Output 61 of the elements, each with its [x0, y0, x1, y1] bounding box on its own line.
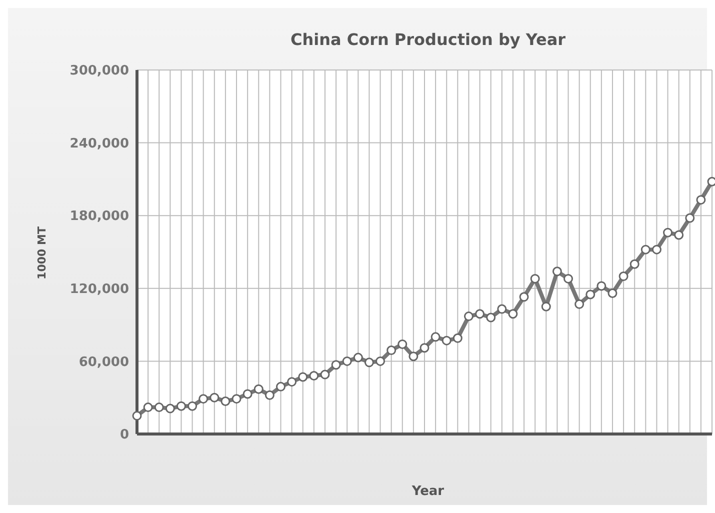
point — [132, 411, 142, 421]
point — [452, 333, 462, 343]
point — [430, 332, 440, 342]
point — [154, 402, 164, 412]
point — [220, 396, 230, 406]
point — [376, 356, 386, 366]
point — [685, 213, 695, 223]
y-tick-label: 60,000 — [78, 354, 129, 370]
point — [696, 195, 706, 205]
point — [674, 230, 684, 240]
point — [143, 402, 153, 412]
y-tick-label: 120,000 — [70, 282, 129, 298]
point — [608, 288, 618, 298]
point — [210, 392, 220, 402]
y-tick-label: 180,000 — [70, 209, 129, 224]
y-tick-label: 240,000 — [70, 136, 129, 152]
point — [254, 384, 264, 394]
point — [541, 302, 551, 312]
y-axis-title: 1000 MT — [36, 226, 48, 280]
point — [508, 309, 518, 319]
point — [232, 394, 242, 404]
point — [464, 312, 474, 322]
point — [342, 356, 352, 366]
point — [386, 346, 396, 356]
point — [442, 336, 452, 346]
point — [320, 370, 330, 380]
point — [552, 266, 562, 276]
point — [663, 228, 673, 238]
point — [420, 343, 430, 353]
point — [519, 292, 529, 302]
point — [309, 371, 319, 381]
point — [198, 394, 208, 404]
point — [242, 389, 252, 399]
chart-title: China Corn Production by Year — [289, 30, 567, 49]
y-tick-label: 0 — [120, 428, 129, 443]
point — [586, 290, 596, 300]
point — [276, 382, 286, 392]
point — [486, 312, 496, 322]
y-tick-label: 300,000 — [70, 64, 129, 79]
point — [298, 372, 308, 382]
point — [618, 272, 628, 282]
point — [630, 259, 640, 269]
point — [398, 339, 408, 349]
point — [408, 352, 418, 362]
point — [188, 401, 198, 411]
point — [264, 390, 274, 400]
point — [364, 358, 374, 368]
point — [530, 274, 540, 284]
x-axis-title: Year — [410, 484, 446, 499]
point — [564, 274, 573, 284]
point — [652, 244, 662, 254]
point — [287, 377, 297, 387]
point — [640, 244, 650, 254]
point — [176, 401, 186, 411]
point — [475, 309, 485, 319]
point — [353, 352, 363, 362]
point — [331, 360, 341, 370]
point — [497, 304, 507, 314]
point — [574, 299, 584, 309]
point — [165, 404, 175, 414]
point — [596, 281, 606, 291]
